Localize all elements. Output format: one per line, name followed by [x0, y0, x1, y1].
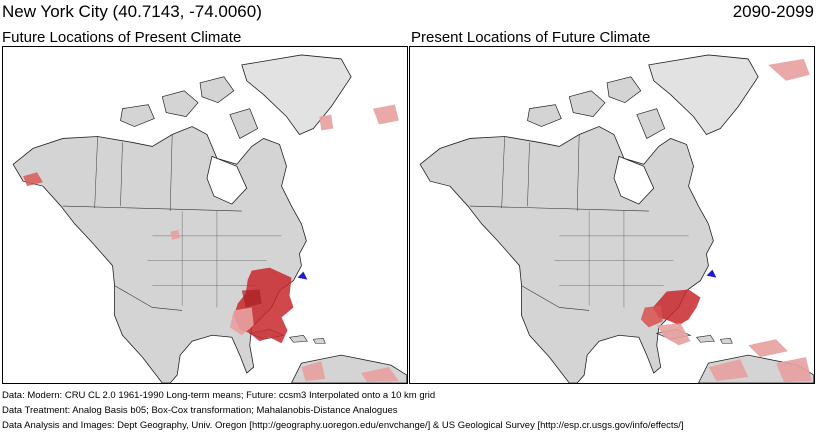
panel-title-future-locations: Future Locations of Present Climate [2, 29, 242, 46]
map-panel-present-locations [409, 46, 815, 384]
footer-credits-line: Data Analysis and Images: Dept Geography… [2, 420, 684, 431]
footer-data-line: Data: Modern: CRU CL 2.0 1961-1990 Long-… [2, 390, 436, 401]
basemap-north-america [419, 54, 814, 383]
map-future-locations [12, 54, 407, 383]
map-panel-future-locations [2, 46, 408, 384]
footer-treatment-line: Data Treatment: Analog Basis b05; Box-Co… [2, 405, 398, 416]
period-label: 2090-2099 [732, 2, 814, 21]
basemap-north-america [12, 54, 407, 383]
map-present-locations [419, 54, 814, 383]
analog-region-future-locations [23, 104, 399, 383]
target-location-marker [706, 269, 717, 278]
target-location-marker [297, 271, 308, 280]
panel-title-present-locations: Present Locations of Future Climate [411, 29, 651, 46]
location-title: New York City (40.7143, -74.0060) [2, 2, 262, 21]
